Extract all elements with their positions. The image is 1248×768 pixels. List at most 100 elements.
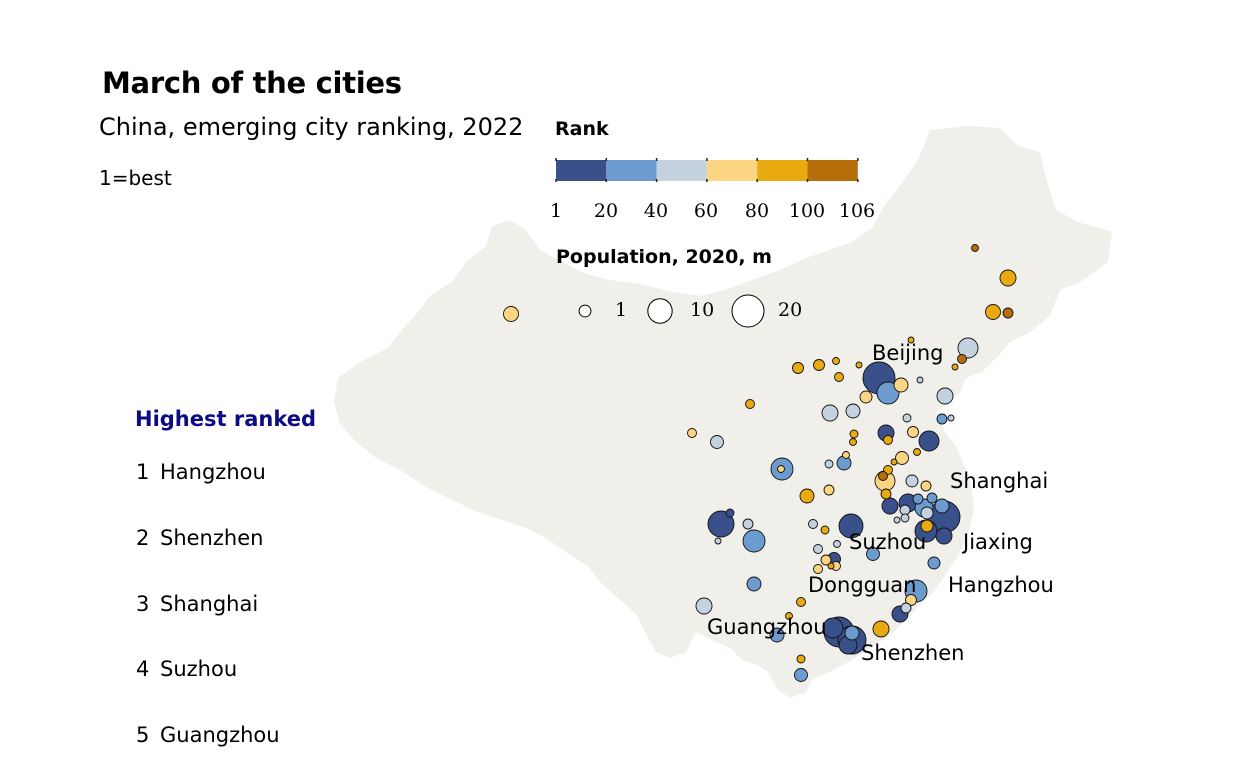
city-bubble [710, 435, 724, 449]
city-bubble [845, 403, 861, 419]
city-bubble [849, 438, 857, 446]
city-bubble [907, 426, 919, 438]
city-bubble [905, 594, 917, 606]
city-bubble [742, 518, 754, 530]
city-bubble [824, 459, 834, 469]
highest-ranked-city: Hangzhou [160, 460, 266, 484]
rank-tick-106: 106 [838, 200, 876, 222]
city-bubble [714, 537, 722, 545]
city-bubble [813, 359, 825, 371]
rank-color-swatch [656, 160, 707, 181]
population-label-1: 1 [615, 299, 628, 321]
city-bubble [905, 474, 919, 488]
city-bubble [880, 488, 892, 500]
city-bubble [935, 527, 953, 545]
city-bubble [687, 428, 697, 438]
city-bubble [707, 510, 735, 538]
city-bubble [913, 448, 921, 456]
rank-tick-80: 80 [744, 200, 770, 222]
rank-legend-title: Rank [555, 118, 609, 140]
highest-ranked-item: 3 Shanghai [136, 592, 258, 616]
city-bubble [893, 377, 909, 393]
city-bubble [769, 627, 785, 643]
city-bubble [900, 602, 912, 614]
population-label-20: 20 [778, 299, 803, 321]
city-bubble [971, 244, 979, 252]
highest-ranked-city: Shenzhen [160, 526, 264, 550]
city-bubble [872, 620, 890, 638]
city-bubble [881, 497, 899, 515]
city-bubble [842, 451, 850, 459]
map-subtitle: China, emerging city ranking, 2022 [99, 113, 524, 141]
city-label-shenzhen: Shenzhen [861, 641, 965, 665]
city-bubble [820, 525, 830, 535]
rank-color-swatch [757, 160, 808, 181]
city-label-hangzhou: Hangzhou [948, 573, 1054, 597]
china-land [334, 126, 1112, 698]
city-bubble [745, 399, 755, 409]
city-bubble [893, 516, 901, 524]
rank-color-swatch [556, 160, 607, 181]
city-bubble [799, 488, 815, 504]
city-bubble [899, 504, 911, 516]
city-bubble [823, 484, 835, 496]
city-bubble [813, 564, 823, 574]
city-bubble [927, 556, 941, 570]
city-bubble [822, 617, 844, 639]
city-bubble [934, 498, 950, 514]
city-bubble [866, 547, 880, 561]
city-bubble [920, 519, 934, 533]
rank-tick-1: 1 [549, 200, 563, 222]
city-bubble [844, 625, 860, 641]
city-label-jiaxing: Jiaxing [963, 530, 1033, 554]
city-bubble [796, 654, 806, 664]
city-bubble [947, 414, 955, 422]
city-bubble [936, 413, 948, 425]
highest-ranked-item: 5 Guangzhou [136, 723, 280, 747]
highest-ranked-item: 2 Shenzhen [136, 526, 263, 550]
highest-ranked-item: 4 Suzhou [136, 657, 237, 681]
city-bubble [902, 413, 912, 423]
highest-ranked-rank: 4 [136, 657, 150, 681]
rank-color-swatch [706, 160, 758, 181]
city-bubble [746, 576, 762, 592]
highest-ranked-item: 1 Hangzhou [136, 460, 266, 484]
rank-color-swatch [606, 160, 657, 181]
city-bubble [1002, 307, 1014, 319]
city-bubble [785, 612, 793, 620]
city-bubble [900, 513, 910, 523]
population-legend-circle [578, 304, 592, 318]
city-bubble [833, 540, 841, 548]
highest-ranked-heading: Highest ranked [135, 407, 317, 431]
highest-ranked-city: Shanghai [160, 592, 259, 616]
city-bubble [834, 372, 844, 382]
city-bubble [951, 363, 959, 371]
city-label-dongguan: Dongguan [808, 573, 917, 597]
rank-tick-40: 40 [643, 200, 669, 222]
population-label-10: 10 [690, 299, 715, 321]
city-bubble [832, 357, 840, 365]
rank-tick-60: 60 [693, 200, 719, 222]
city-bubble [859, 390, 873, 404]
population-legend-circle [731, 294, 765, 328]
city-label-shanghai: Shanghai [950, 469, 1049, 493]
city-bubble [876, 381, 900, 405]
city-label-beijing: Beijing [872, 341, 944, 365]
city-bubble [957, 337, 979, 359]
rank-note: 1=best [99, 166, 172, 190]
city-bubble [725, 508, 735, 518]
highest-ranked-city: Suzhou [160, 657, 238, 681]
city-bubble [849, 429, 859, 439]
city-bubble [796, 597, 806, 607]
city-label-guangzhou: Guangzhou [707, 615, 827, 639]
city-bubble [794, 668, 808, 682]
city-bubble [999, 269, 1017, 287]
city-bubble [820, 554, 832, 566]
city-bubble [985, 304, 1001, 320]
city-bubble [883, 435, 893, 445]
city-bubble [808, 519, 818, 529]
city-bubble [907, 336, 915, 344]
city-bubble [855, 361, 863, 369]
city-bubble [821, 404, 839, 422]
city-bubble [777, 465, 785, 473]
